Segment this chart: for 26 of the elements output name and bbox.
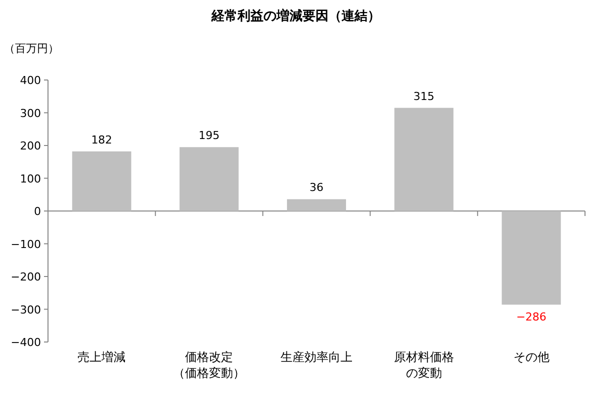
data-label: 195 [198,129,220,142]
bar [286,199,346,211]
y-tick-label: −400 [10,336,41,349]
x-tick-label: 価格改定（価格変動） [173,350,246,380]
chart-title: 経常利益の増減要因（連結） [210,8,380,24]
bar [394,108,454,211]
x-tick-label: 原材料価格の変動 [394,350,454,380]
data-label: −286 [516,310,546,324]
y-tick-label: 100 [20,172,41,186]
x-tick-label: 売上増減 [78,350,126,364]
x-tick-label: 生産効率向上 [280,350,352,364]
y-tick-label: 0 [34,205,41,218]
y-tick-label: −300 [10,303,41,316]
bar [502,211,561,305]
bar [72,151,132,211]
y-axis-title: （百万円） [4,42,59,55]
data-label: 315 [413,90,434,103]
x-tick-label: その他 [513,350,550,364]
y-tick-label: −100 [10,238,41,251]
bar [180,147,239,211]
y-tick-label: −200 [10,270,41,284]
data-label: 182 [91,133,112,146]
y-tick-label: 300 [20,106,41,120]
y-tick-label: 400 [20,74,41,87]
y-tick-label: 200 [20,140,41,152]
data-label: 36 [310,181,324,194]
